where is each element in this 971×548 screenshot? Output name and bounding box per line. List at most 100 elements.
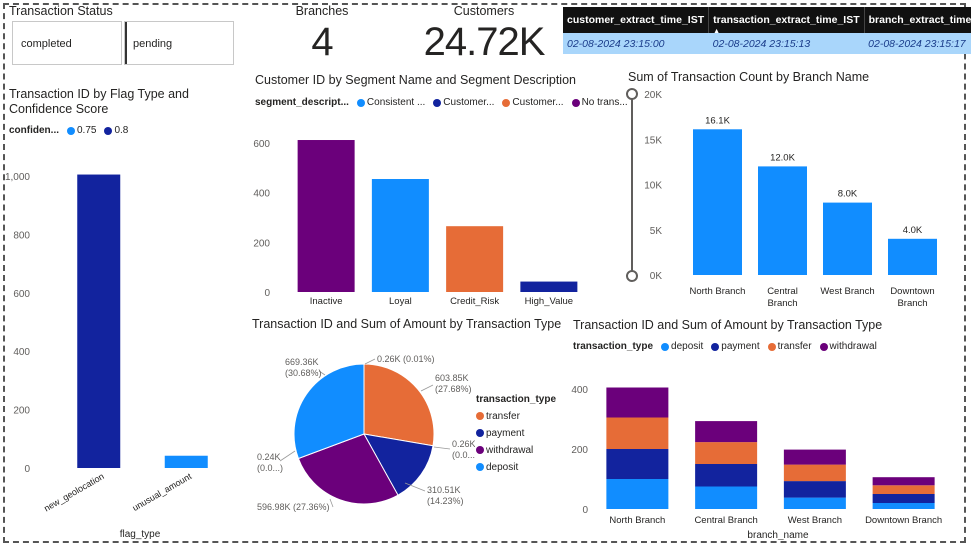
data-label: 0.24K — [257, 452, 281, 462]
sort-ascending-icon: ▲ — [713, 28, 721, 35]
legend-item[interactable]: Customer... — [502, 97, 564, 108]
bar-segment-deposit[interactable] — [606, 479, 669, 509]
slicer-option-label: pending — [133, 38, 173, 50]
customers-card-label: Customers — [453, 4, 515, 18]
legend-item[interactable]: 0.8 — [104, 125, 128, 136]
bar-new_geolocation[interactable] — [77, 174, 121, 468]
legend-item[interactable]: Customer... — [433, 97, 494, 108]
extract-time-table: customer_extract_time_IST transaction_ex… — [563, 7, 971, 54]
bar-Inactive[interactable] — [297, 140, 355, 292]
legend-item[interactable]: withdrawal — [819, 341, 877, 352]
pie-slice-payment[interactable] — [363, 433, 434, 496]
data-label: (30.68%) — [285, 368, 322, 378]
x-tick-label: West Branch — [788, 515, 842, 526]
leader-line — [420, 384, 434, 392]
bar-segment-deposit[interactable] — [695, 486, 758, 510]
legend-dot-icon — [767, 342, 776, 351]
y-tick-label: 200 — [571, 445, 588, 456]
bar-Loyal[interactable] — [371, 179, 429, 292]
data-label: 0.26K — [452, 439, 475, 449]
x-tick-label: Central — [767, 286, 798, 297]
slicer-option-completed[interactable]: completed — [12, 21, 122, 65]
y-tick-label: 400 — [13, 347, 30, 358]
branches-card-value: 4 — [311, 20, 333, 64]
legend-item[interactable]: transfer — [767, 341, 812, 352]
legend-item[interactable]: 0.75 — [67, 125, 96, 136]
bar-Central Branch[interactable] — [758, 166, 807, 275]
y-tick-label: 800 — [13, 230, 30, 241]
x-tick-label: Downtown — [890, 286, 934, 297]
bar-segment-payment[interactable] — [783, 481, 846, 498]
x-tick-label: unusual_amount — [131, 471, 194, 513]
y-tick-label: 600 — [13, 289, 30, 300]
bar-West Branch[interactable] — [823, 202, 872, 275]
bar-unusual_amount[interactable] — [164, 455, 208, 468]
x-tick-label: Downtown Branch — [865, 515, 942, 526]
pie-slice-withdrawal[interactable] — [297, 433, 399, 505]
y-tick-label: 0 — [264, 288, 270, 299]
column-header-customer-extract[interactable]: customer_extract_time_IST — [563, 7, 710, 33]
data-label: 12.0K — [770, 152, 795, 163]
bar-segment-transfer[interactable] — [872, 485, 935, 494]
x-tick-label: Loyal — [389, 296, 412, 307]
bar-segment-deposit[interactable] — [783, 497, 846, 509]
bar-segment-payment[interactable] — [695, 464, 758, 487]
bar-High_Value[interactable] — [520, 281, 578, 292]
bar-segment-withdrawal[interactable] — [606, 387, 669, 418]
segment-chart: 0 200 400 600 Inactive Loyal Credit_Risk High_V… — [253, 139, 578, 307]
legend-item[interactable]: transfer — [476, 411, 556, 422]
legend-item[interactable]: No trans... — [571, 97, 628, 108]
branch-count-chart-title: Sum of Transaction Count by Branch Name — [628, 70, 870, 84]
column-header-branch-extract[interactable]: branch_extract_time_IST — [864, 7, 971, 33]
bar-segment-transfer[interactable] — [606, 417, 669, 450]
flag-chart-title: Transaction ID by Flag Type and Confiden… — [9, 87, 189, 116]
legend-dot-icon — [476, 412, 484, 421]
bar-segment-deposit[interactable] — [872, 503, 935, 509]
legend-title: segment_descript... — [255, 97, 349, 108]
bar-segment-withdrawal[interactable] — [783, 449, 846, 465]
legend-item[interactable]: Consistent ... — [356, 97, 425, 108]
data-label: 16.1K — [705, 115, 730, 126]
x-tick-label: North Branch — [609, 515, 665, 526]
pie-slice-deposit[interactable] — [293, 363, 365, 460]
data-label: 8.0K — [838, 189, 858, 200]
y-tick-label: 5K — [650, 226, 663, 237]
bar-segment-withdrawal[interactable] — [872, 477, 935, 486]
legend-item[interactable]: deposit — [661, 341, 703, 352]
y-tick-label: 0 — [582, 505, 588, 516]
slicer-title: Transaction Status — [9, 4, 113, 18]
legend-dot-icon — [476, 429, 484, 438]
legend-dot-icon — [476, 463, 484, 472]
y-tick-label: 200 — [13, 406, 30, 417]
bar-Downtown Branch[interactable] — [888, 238, 937, 275]
y-tick-label: 400 — [253, 189, 270, 200]
legend-item[interactable]: deposit — [476, 462, 556, 473]
leader-line — [364, 358, 376, 365]
legend-item[interactable]: payment — [711, 341, 760, 352]
legend-item[interactable]: withdrawal — [476, 445, 556, 456]
bar-Credit_Risk[interactable] — [446, 226, 504, 292]
leader-line — [318, 370, 326, 376]
table-header-row: customer_extract_time_IST transaction_ex… — [563, 7, 971, 35]
pie-legend: transaction_type transfer payment withdr… — [476, 394, 556, 473]
slicer-option-pending[interactable]: pending — [124, 21, 234, 65]
bar-segment-payment[interactable] — [872, 494, 935, 503]
pie-chart-title: Transaction ID and Sum of Amount by Tran… — [252, 317, 562, 331]
bar-segment-withdrawal[interactable] — [695, 421, 758, 443]
x-tick-label: North Branch — [690, 286, 746, 297]
legend-dot-icon — [711, 342, 720, 351]
leader-line — [329, 498, 334, 508]
bar-segment-payment[interactable] — [606, 449, 669, 479]
bar-segment-transfer[interactable] — [783, 464, 846, 482]
slicer-option-label: completed — [21, 38, 72, 50]
bar-segment-transfer[interactable] — [695, 442, 758, 464]
legend-item[interactable]: payment — [476, 428, 556, 439]
leader-line — [433, 446, 451, 450]
segment-chart-legend: segment_descript... Consistent ... Custo… — [255, 97, 632, 108]
bar-North Branch[interactable] — [693, 129, 742, 275]
pie-slice-transfer[interactable] — [363, 363, 435, 447]
column-header-transaction-extract[interactable]: transaction_extract_time_IST ▲ — [708, 7, 865, 35]
leader-line — [279, 450, 296, 462]
branch-count-chart: 0K 5K 10K 15K 20K 16.1K North Branch 12.0K Centr… — [626, 88, 937, 309]
